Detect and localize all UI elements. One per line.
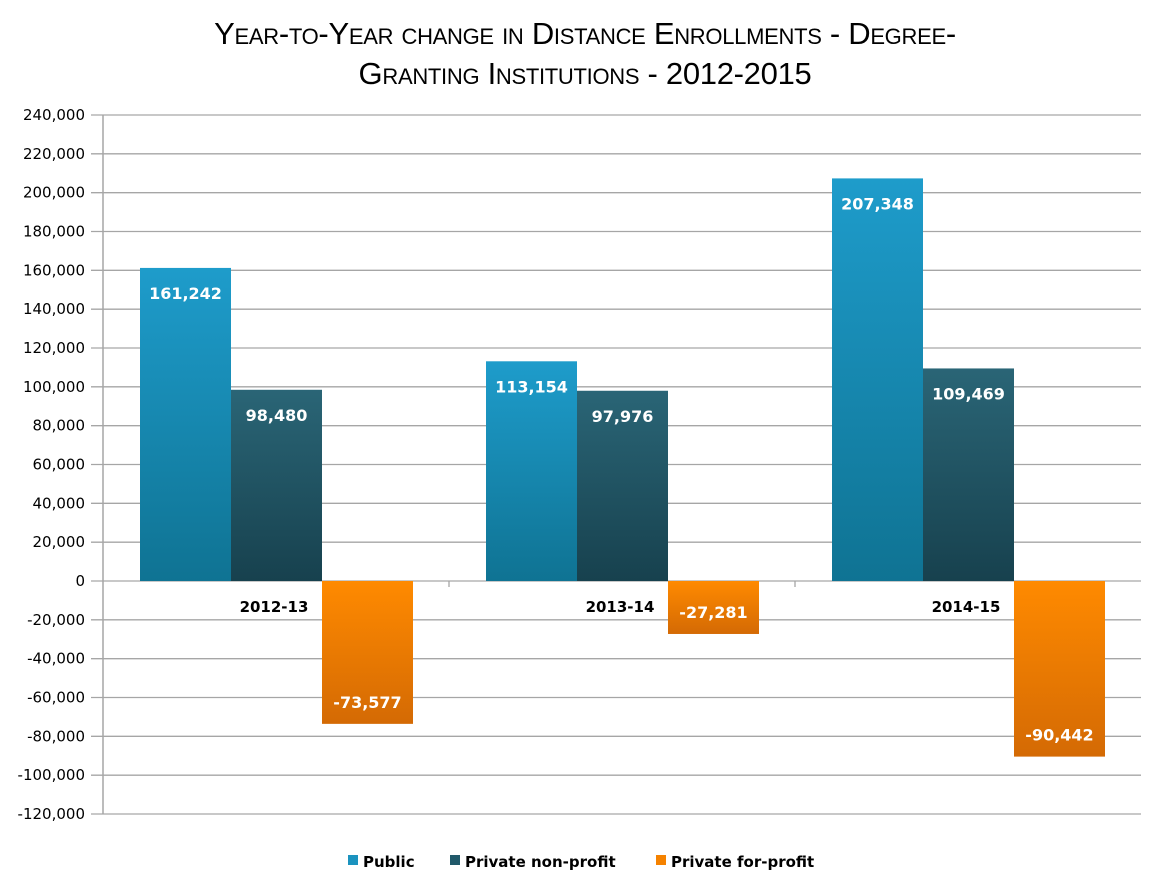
bar-private-for-profit — [668, 581, 759, 634]
data-label: -27,281 — [679, 603, 747, 622]
y-tick-label: 240,000 — [23, 106, 85, 124]
data-label: 98,480 — [246, 406, 308, 425]
bar-public — [140, 267, 231, 581]
legend-label: Private non-profit — [465, 853, 616, 871]
x-category-label: 2014-15 — [932, 598, 1001, 616]
bar-public — [486, 361, 577, 581]
y-tick-label: 160,000 — [23, 261, 85, 279]
data-label: -73,577 — [333, 693, 401, 712]
bar-private-for-profit — [1014, 581, 1105, 757]
legend-label: Public — [363, 853, 415, 871]
y-tick-label: 180,000 — [23, 223, 85, 241]
y-tick-label: -20,000 — [27, 611, 85, 629]
x-category-label: 2013-14 — [586, 598, 655, 616]
bar-public — [832, 178, 923, 582]
y-tick-label: 120,000 — [23, 339, 85, 357]
y-tick-label: -60,000 — [27, 689, 85, 707]
legend-swatch — [656, 855, 666, 865]
y-tick-label: 220,000 — [23, 145, 85, 163]
y-tick-label: 60,000 — [33, 456, 86, 474]
data-label: 161,242 — [149, 284, 222, 303]
bar-private-non-profit — [577, 390, 668, 581]
y-tick-label: -100,000 — [18, 766, 85, 784]
y-tick-label: 20,000 — [33, 533, 86, 551]
y-tick-label: -120,000 — [18, 805, 85, 823]
legend-swatch — [348, 855, 358, 865]
y-tick-label: 40,000 — [33, 494, 86, 512]
legend-swatch — [450, 855, 460, 865]
data-label: -90,442 — [1025, 726, 1093, 745]
y-tick-label: 140,000 — [23, 300, 85, 318]
data-label: 113,154 — [495, 377, 568, 396]
chart-title: Year-to-Year change in Distance Enrollme… — [214, 16, 956, 91]
data-label: 109,469 — [932, 384, 1005, 403]
bar-private-non-profit — [923, 368, 1014, 581]
data-label: 97,976 — [592, 407, 654, 426]
bar-private-non-profit — [231, 389, 322, 581]
y-tick-label: -40,000 — [27, 650, 85, 668]
x-category-label: 2012-13 — [240, 598, 309, 616]
bar-private-for-profit — [322, 581, 413, 724]
y-tick-label: 0 — [75, 572, 85, 590]
legend-label: Private for-profit — [671, 853, 814, 871]
y-tick-label: 200,000 — [23, 184, 85, 202]
y-tick-label: 100,000 — [23, 378, 85, 396]
y-tick-label: 80,000 — [33, 417, 86, 435]
y-tick-label: -80,000 — [27, 727, 85, 745]
data-label: 207,348 — [841, 194, 914, 213]
